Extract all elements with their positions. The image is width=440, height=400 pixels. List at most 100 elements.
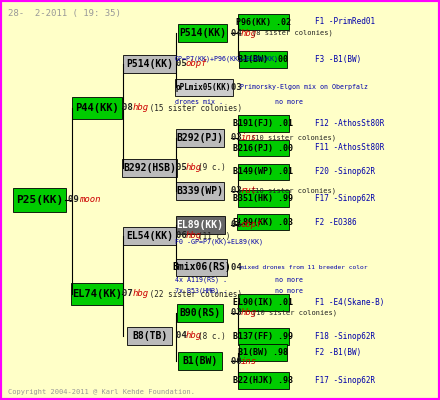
FancyBboxPatch shape bbox=[70, 283, 123, 305]
FancyBboxPatch shape bbox=[176, 216, 225, 234]
Text: 03: 03 bbox=[231, 186, 247, 195]
Text: F17 -Sinop62R: F17 -Sinop62R bbox=[315, 194, 375, 203]
Text: P514(KK): P514(KK) bbox=[179, 28, 226, 38]
FancyBboxPatch shape bbox=[238, 328, 289, 345]
Text: F1 -E4(Skane-B): F1 -E4(Skane-B) bbox=[315, 298, 384, 307]
Text: 05: 05 bbox=[231, 220, 247, 229]
Text: F2 -EO386: F2 -EO386 bbox=[315, 218, 356, 226]
Text: P44(KK): P44(KK) bbox=[75, 103, 119, 113]
FancyBboxPatch shape bbox=[124, 55, 176, 73]
Text: hbg: hbg bbox=[186, 164, 202, 172]
Text: hbg: hbg bbox=[240, 308, 257, 317]
Text: EL89(KK) .03: EL89(KK) .03 bbox=[233, 218, 293, 226]
FancyBboxPatch shape bbox=[237, 214, 290, 230]
FancyBboxPatch shape bbox=[127, 327, 172, 345]
Text: GP=P7(KK)+P96(KK)+EL89(KK): GP=P7(KK)+P96(KK)+EL89(KK) bbox=[175, 56, 279, 62]
Text: 04: 04 bbox=[231, 29, 247, 38]
Text: Copyright 2004-2011 @ Karl Kehde Foundation.: Copyright 2004-2011 @ Karl Kehde Foundat… bbox=[8, 389, 195, 395]
Text: F20 -Sinop62R: F20 -Sinop62R bbox=[315, 168, 375, 176]
Text: (8 c.): (8 c.) bbox=[198, 332, 226, 340]
Text: 06: 06 bbox=[176, 232, 192, 240]
FancyBboxPatch shape bbox=[13, 188, 66, 212]
Text: hbg: hbg bbox=[133, 104, 149, 112]
Text: 03: 03 bbox=[231, 134, 247, 142]
Text: ins: ins bbox=[240, 357, 257, 366]
Text: 00: 00 bbox=[231, 357, 247, 366]
Text: mixed drones from 11 breeder color: mixed drones from 11 breeder color bbox=[240, 265, 368, 270]
Text: (9 c.): (9 c.) bbox=[198, 164, 226, 172]
FancyBboxPatch shape bbox=[176, 259, 227, 276]
Text: 03: 03 bbox=[231, 83, 247, 92]
Text: (22 sister colonies): (22 sister colonies) bbox=[145, 290, 242, 298]
Text: B1(BW): B1(BW) bbox=[183, 356, 218, 366]
Text: B292(HSB): B292(HSB) bbox=[123, 163, 176, 173]
Text: (8 sister colonies): (8 sister colonies) bbox=[252, 30, 333, 36]
FancyBboxPatch shape bbox=[238, 140, 289, 156]
FancyBboxPatch shape bbox=[238, 164, 289, 180]
Text: F18 -Sinop62R: F18 -Sinop62R bbox=[315, 332, 375, 341]
Text: ins: ins bbox=[240, 134, 257, 142]
Text: EL89(KK): EL89(KK) bbox=[177, 220, 224, 230]
Text: (15 sister colonies): (15 sister colonies) bbox=[145, 104, 242, 112]
Text: B1(BW) .00: B1(BW) .00 bbox=[238, 55, 288, 64]
Text: F1 -PrimRed01: F1 -PrimRed01 bbox=[315, 18, 375, 26]
FancyBboxPatch shape bbox=[239, 344, 287, 361]
Text: 05: 05 bbox=[176, 60, 192, 68]
FancyBboxPatch shape bbox=[177, 304, 223, 322]
Text: 7x B53(HMB) .            no more: 7x B53(HMB) . no more bbox=[175, 288, 303, 294]
Text: Bmix06(RS): Bmix06(RS) bbox=[172, 262, 231, 272]
Text: Primorsky-Elgon mix on Oberpfalz: Primorsky-Elgon mix on Oberpfalz bbox=[240, 84, 368, 90]
Text: pPLmix05(KK): pPLmix05(KK) bbox=[176, 83, 231, 92]
Text: B22(HJK) .98: B22(HJK) .98 bbox=[233, 376, 293, 385]
FancyBboxPatch shape bbox=[122, 159, 177, 177]
FancyBboxPatch shape bbox=[238, 190, 289, 207]
Text: 08: 08 bbox=[122, 104, 139, 112]
Text: (10 sister colonies): (10 sister colonies) bbox=[251, 135, 336, 141]
Text: 05: 05 bbox=[176, 164, 192, 172]
FancyBboxPatch shape bbox=[239, 51, 287, 68]
Text: 04: 04 bbox=[231, 263, 247, 272]
Text: P25(KK): P25(KK) bbox=[16, 195, 63, 205]
Text: B149(WP) .01: B149(WP) .01 bbox=[233, 168, 293, 176]
Text: moon: moon bbox=[79, 196, 101, 204]
Text: F12 -AthosSt80R: F12 -AthosSt80R bbox=[315, 119, 384, 128]
Text: 04: 04 bbox=[176, 332, 192, 340]
FancyBboxPatch shape bbox=[178, 24, 227, 42]
Text: hbg: hbg bbox=[133, 290, 149, 298]
FancyBboxPatch shape bbox=[238, 115, 289, 132]
Text: F17 -Sinop62R: F17 -Sinop62R bbox=[315, 376, 375, 385]
Text: B191(FJ) .01: B191(FJ) .01 bbox=[233, 119, 293, 128]
Text: F11 -AthosSt80R: F11 -AthosSt80R bbox=[315, 144, 384, 152]
FancyBboxPatch shape bbox=[175, 79, 233, 96]
Text: 09: 09 bbox=[68, 196, 84, 204]
Text: obpf: obpf bbox=[240, 220, 262, 229]
Text: hbg: hbg bbox=[186, 332, 202, 340]
Text: P96(KK) .02: P96(KK) .02 bbox=[236, 18, 290, 26]
FancyBboxPatch shape bbox=[238, 14, 289, 30]
Text: F0 -GP=P7(KK)+EL89(KK): F0 -GP=P7(KK)+EL89(KK) bbox=[175, 239, 263, 245]
FancyBboxPatch shape bbox=[176, 182, 224, 200]
Text: B8(TB): B8(TB) bbox=[132, 331, 167, 341]
FancyBboxPatch shape bbox=[179, 352, 222, 370]
Text: rut: rut bbox=[240, 186, 257, 195]
Text: (11 c.): (11 c.) bbox=[198, 232, 231, 240]
Text: B292(PJ): B292(PJ) bbox=[177, 133, 224, 143]
Text: drones mix .             no more: drones mix . no more bbox=[175, 99, 303, 105]
Text: B351(HK) .99: B351(HK) .99 bbox=[233, 194, 293, 203]
Text: 4x A119(RS) .            no more: 4x A119(RS) . no more bbox=[175, 277, 303, 283]
Text: B137(FF) .99: B137(FF) .99 bbox=[233, 332, 293, 341]
FancyBboxPatch shape bbox=[176, 129, 224, 147]
FancyBboxPatch shape bbox=[238, 372, 289, 389]
FancyBboxPatch shape bbox=[72, 97, 122, 119]
Text: B339(WP): B339(WP) bbox=[177, 186, 224, 196]
Text: EL54(KK): EL54(KK) bbox=[126, 231, 173, 241]
Text: B216(PJ) .00: B216(PJ) .00 bbox=[233, 144, 293, 152]
Text: EL90(IK) .01: EL90(IK) .01 bbox=[233, 298, 293, 307]
Text: F3 -B1(BW): F3 -B1(BW) bbox=[315, 55, 361, 64]
Text: EL74(KK): EL74(KK) bbox=[72, 289, 122, 299]
FancyBboxPatch shape bbox=[238, 294, 289, 311]
Text: F2 -B1(BW): F2 -B1(BW) bbox=[315, 348, 361, 357]
Text: (10 sister colonies): (10 sister colonies) bbox=[251, 188, 336, 194]
Text: 07: 07 bbox=[122, 290, 139, 298]
Text: 03: 03 bbox=[231, 308, 247, 317]
